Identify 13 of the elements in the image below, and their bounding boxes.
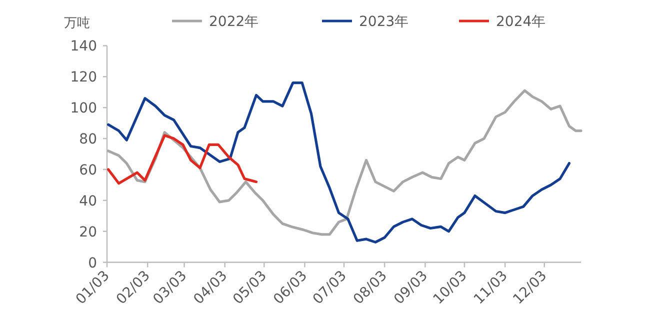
y-tick-label: 60 (79, 162, 97, 178)
y-tick-label: 140 (70, 38, 97, 55)
y-tick-label: 20 (79, 224, 97, 240)
y-axis-title: 万吨 (64, 16, 90, 31)
legend-label: 2024年 (496, 14, 546, 30)
y-tick-label: 40 (79, 193, 97, 210)
legend-label: 2022年 (209, 14, 259, 30)
legend-label: 2023年 (359, 14, 409, 30)
y-tick-label: 120 (70, 70, 97, 86)
y-tick-label: 80 (79, 132, 97, 148)
y-tick-label: 100 (70, 100, 97, 117)
y-tick-label: 0 (88, 255, 97, 272)
line-series (107, 134, 258, 185)
